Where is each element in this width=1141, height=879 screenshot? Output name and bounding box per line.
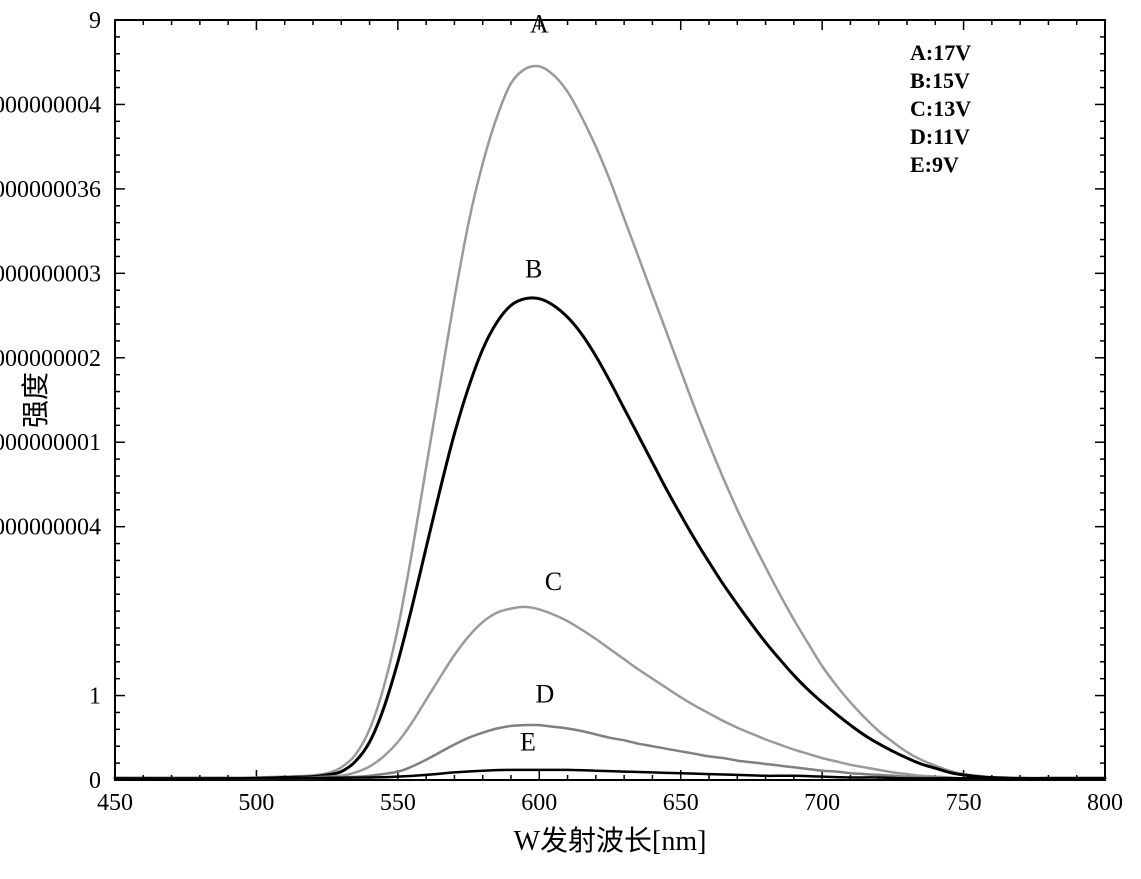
y-axis-label: 强度 — [20, 372, 52, 428]
y-tick-label: 6.000000000000003 — [0, 261, 101, 287]
legend-item-D: D:11V — [910, 124, 970, 149]
legend-item-A: A:17V — [910, 40, 971, 65]
y-tick-label: 8.000000000000004 — [0, 92, 101, 118]
series-label-D: D — [536, 679, 555, 708]
x-tick-label: 600 — [521, 790, 557, 816]
y-tick-label: 7.0000000000000036 — [0, 177, 101, 203]
legend-item-B: B:15V — [910, 68, 970, 93]
y-tick-label: 4.000000000000001 — [0, 430, 101, 456]
series-label-B: B — [525, 255, 542, 284]
x-tick-label: 800 — [1087, 790, 1123, 816]
y-tick-label: 3.0000000000000004 — [0, 515, 101, 541]
x-tick-label: 700 — [804, 790, 840, 816]
series-label-C: C — [545, 567, 562, 596]
x-tick-label: 550 — [380, 790, 416, 816]
x-tick-label: 450 — [97, 790, 133, 816]
series-label-E: E — [520, 727, 536, 756]
x-axis-label: W发射波长[nm] — [514, 825, 707, 857]
series-label-A: A — [530, 10, 549, 39]
legend-item-E: E:9V — [910, 152, 959, 177]
y-tick-label: 5.000000000000002 — [0, 346, 101, 372]
x-tick-label: 750 — [946, 790, 982, 816]
x-tick-label: 650 — [663, 790, 699, 816]
y-tick-label: 1 — [89, 684, 101, 710]
legend-item-C: C:13V — [910, 96, 971, 121]
y-tick-label: 9 — [89, 8, 101, 34]
x-tick-label: 500 — [238, 790, 274, 816]
chart-svg: 450 500 550 600 650 700 750 800 0 1 3.000000000000… — [0, 0, 1141, 879]
y-tick-label: 0 — [89, 768, 101, 794]
spectra-chart: 450 500 550 600 650 700 750 800 0 1 3.000000000000… — [0, 0, 1141, 879]
